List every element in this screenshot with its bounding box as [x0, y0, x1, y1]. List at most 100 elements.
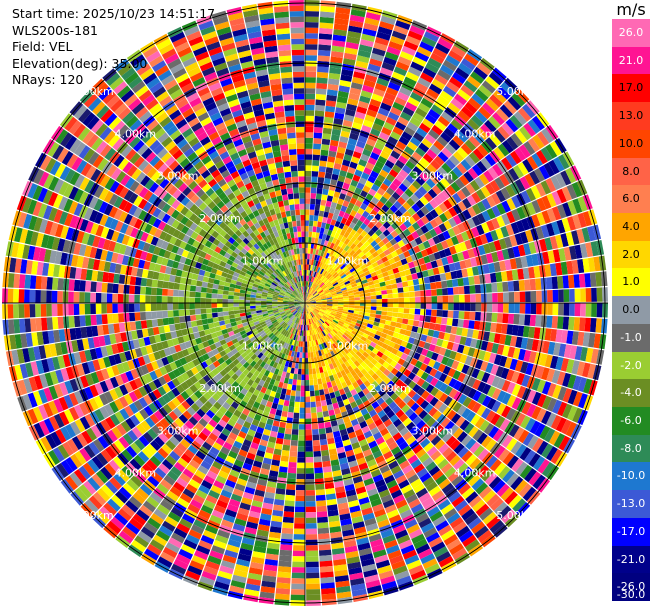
- velocity-gate: [314, 237, 319, 244]
- velocity-gate: [282, 522, 294, 529]
- velocity-gate: [132, 339, 140, 349]
- velocity-gate: [197, 355, 205, 364]
- velocity-gate: [306, 292, 308, 298]
- velocity-gate: [150, 360, 159, 371]
- velocity-gate: [356, 333, 363, 339]
- velocity-gate: [572, 198, 583, 214]
- velocity-gate: [234, 313, 241, 318]
- velocity-gate: [507, 281, 514, 292]
- velocity-gate: [78, 350, 87, 363]
- velocity-gate: [281, 410, 288, 418]
- velocity-gate: [301, 330, 304, 336]
- velocity-gate: [406, 363, 415, 372]
- velocity-gate: [173, 461, 186, 473]
- velocity-gate: [30, 361, 39, 376]
- velocity-gate: [277, 333, 283, 339]
- velocity-gate: [468, 276, 475, 286]
- velocity-gate: [206, 379, 215, 388]
- velocity-gate: [492, 292, 498, 303]
- velocity-gate: [531, 199, 542, 214]
- velocity-gate: [352, 315, 359, 320]
- velocity-gate: [500, 81, 515, 96]
- velocity-gate: [95, 292, 102, 303]
- velocity-gate: [533, 327, 541, 340]
- velocity-gate: [360, 237, 368, 245]
- velocity-gate: [242, 462, 253, 471]
- velocity-gate: [430, 316, 437, 324]
- velocity-gate: [388, 246, 396, 254]
- velocity-gate: [383, 56, 397, 67]
- velocity-gate: [101, 303, 107, 314]
- velocity-gate: [384, 539, 398, 549]
- velocity-gate: [47, 330, 55, 344]
- velocity-gate: [14, 364, 23, 380]
- velocity-gate: [415, 296, 421, 303]
- velocity-gate: [419, 122, 431, 134]
- velocity-gate: [23, 378, 33, 394]
- velocity-gate: [310, 276, 314, 282]
- velocity-gate: [466, 195, 477, 206]
- velocity-gate: [382, 271, 389, 278]
- velocity-gate: [497, 505, 512, 520]
- velocity-gate: [315, 333, 319, 340]
- velocity-gate: [305, 330, 307, 337]
- velocity-gate: [291, 328, 296, 334]
- velocity-gate: [314, 345, 318, 352]
- velocity-gate: [382, 212, 391, 221]
- velocity-gate: [268, 531, 281, 539]
- velocity-gate: [211, 414, 221, 424]
- velocity-gate: [43, 418, 55, 434]
- velocity-gate: [247, 516, 260, 524]
- velocity-gate: [386, 187, 395, 196]
- velocity-gate: [433, 170, 444, 181]
- velocity-gate: [324, 264, 329, 271]
- velocity-gate: [207, 338, 215, 346]
- velocity-gate: [244, 486, 256, 495]
- velocity-gate: [493, 90, 507, 104]
- velocity-gate: [320, 149, 329, 156]
- velocity-gate: [398, 391, 408, 400]
- velocity-gate: [480, 360, 489, 372]
- velocity-gate: [316, 267, 321, 273]
- velocity-gate: [349, 20, 364, 28]
- velocity-gate: [286, 483, 296, 491]
- velocity-gate: [305, 299, 310, 303]
- velocity-gate: [385, 437, 395, 446]
- velocity-gate: [334, 157, 343, 165]
- velocity-gate: [366, 277, 373, 283]
- velocity-gate: [317, 55, 330, 62]
- velocity-gate: [331, 294, 338, 298]
- velocity-gate: [366, 404, 374, 413]
- velocity-gate: [44, 372, 54, 387]
- velocity-gate: [331, 308, 338, 312]
- velocity-gate: [522, 326, 530, 338]
- velocity-gate: [238, 299, 245, 303]
- velocity-gate: [541, 210, 551, 224]
- velocity-gate: [445, 325, 452, 334]
- velocity-gate: [245, 416, 254, 424]
- velocity-gate: [320, 331, 325, 338]
- velocity-gate: [399, 413, 409, 423]
- velocity-gate: [305, 308, 307, 314]
- velocity-gate: [351, 515, 364, 524]
- velocity-gate: [486, 293, 493, 303]
- velocity-gate: [112, 293, 118, 303]
- velocity-gate: [260, 468, 270, 476]
- velocity-gate: [411, 325, 419, 333]
- velocity-gate: [346, 285, 353, 290]
- velocity-gate: [430, 377, 439, 387]
- velocity-gate: [292, 316, 296, 322]
- velocity-gate: [409, 528, 423, 540]
- velocity-gate: [587, 226, 596, 242]
- velocity-gate: [296, 306, 302, 311]
- velocity-gate: [379, 169, 389, 178]
- velocity-gate: [310, 303, 316, 306]
- velocity-gate: [375, 287, 382, 292]
- velocity-gate: [205, 437, 215, 447]
- velocity-gate: [275, 344, 281, 351]
- velocity-gate: [307, 313, 310, 320]
- velocity-gate: [319, 227, 325, 234]
- velocity-gate: [114, 386, 124, 398]
- velocity-gate: [118, 530, 134, 544]
- velocity-gate: [364, 143, 374, 152]
